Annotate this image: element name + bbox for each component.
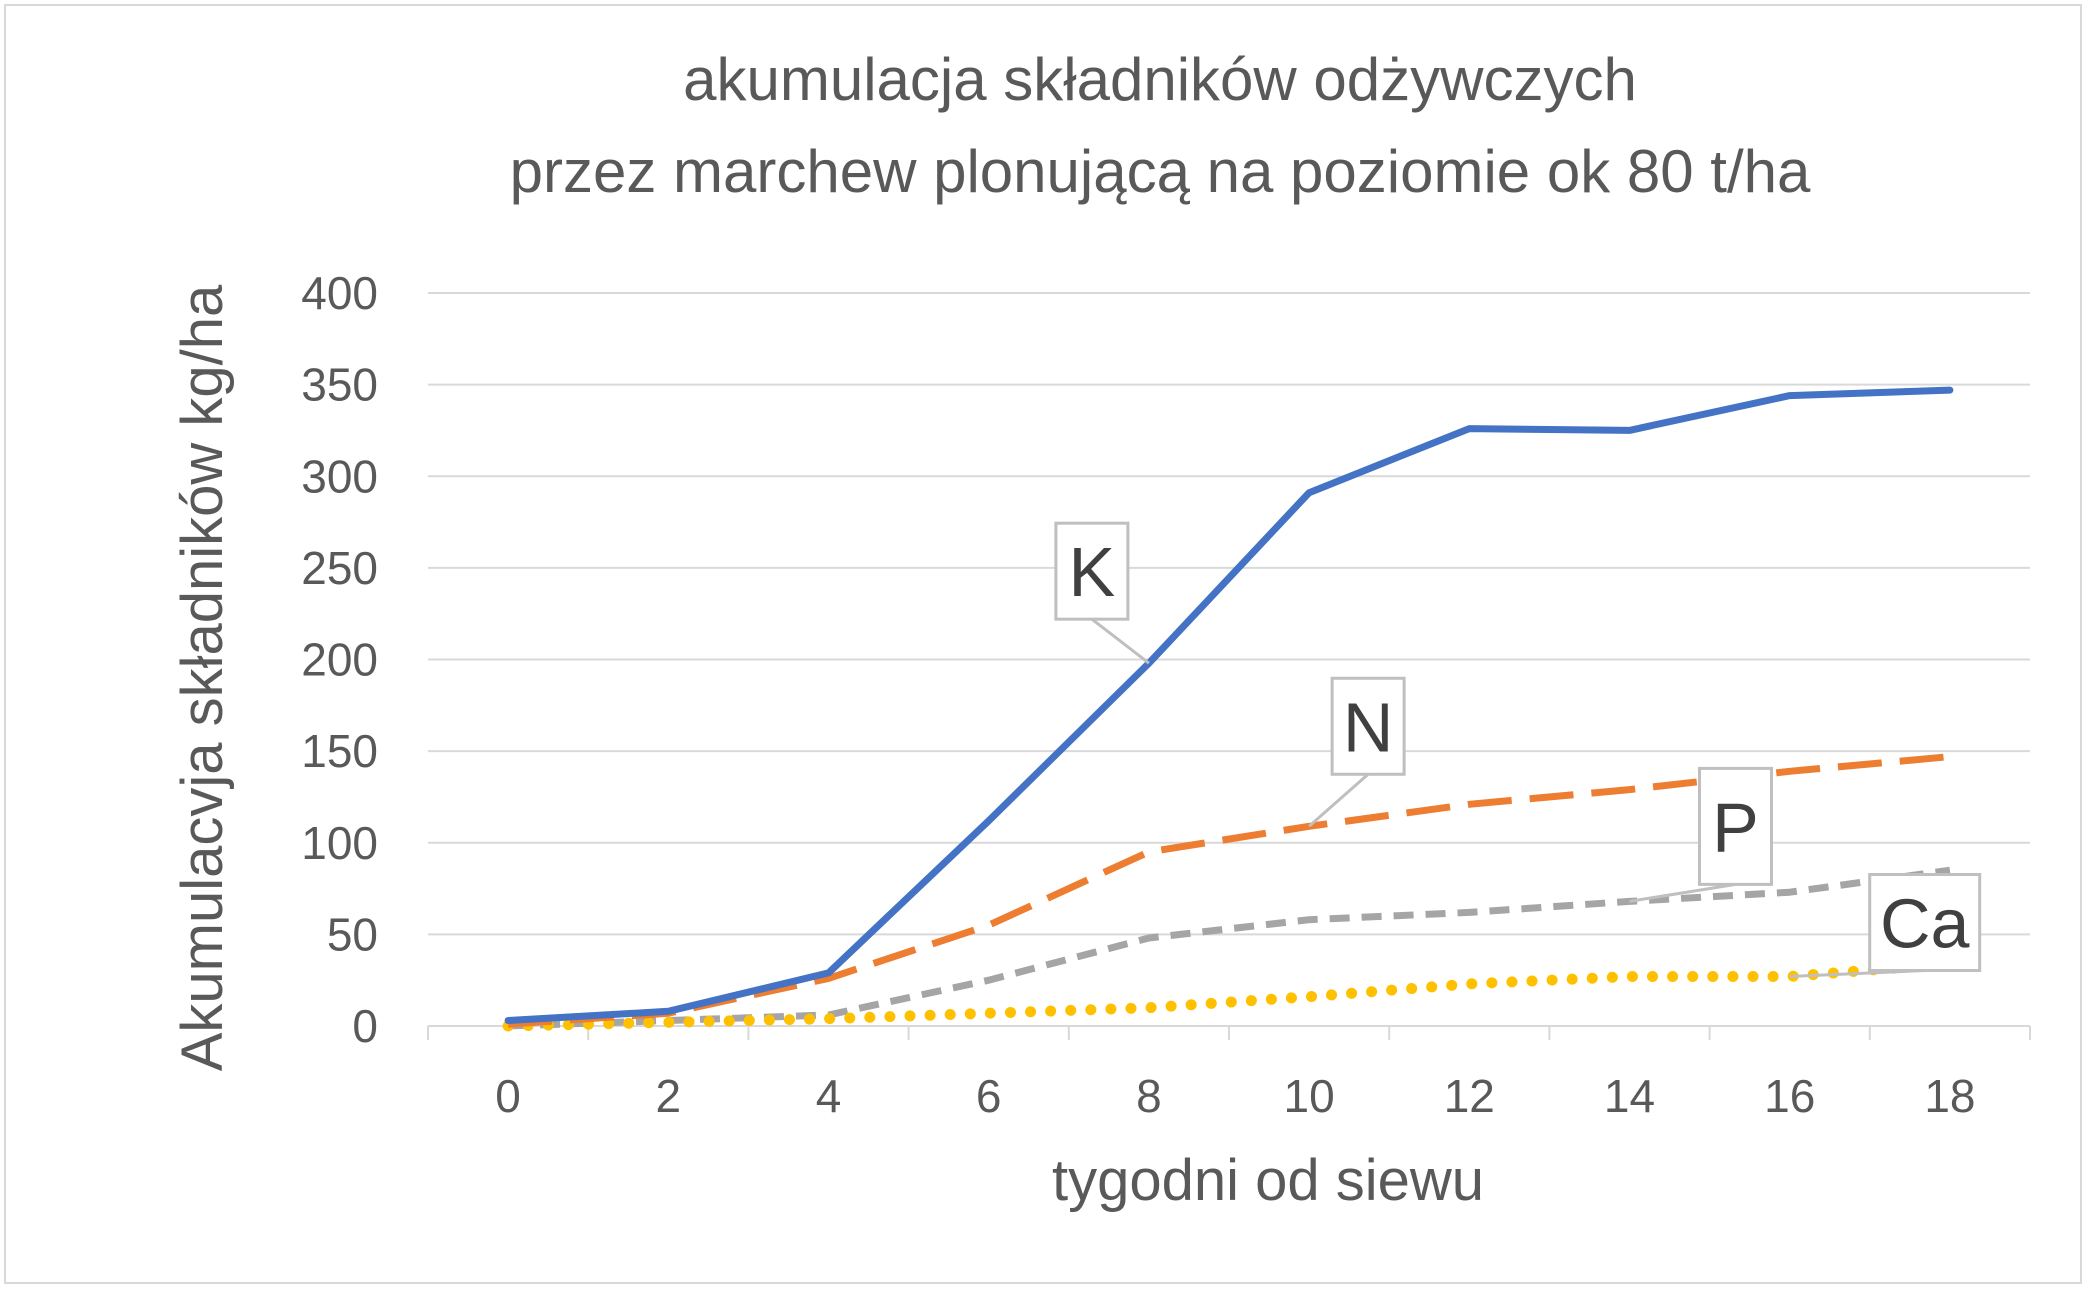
x-tick-label: 0 (495, 1070, 521, 1122)
callout-box (1698, 766, 1773, 886)
x-tick-label: 10 (1284, 1070, 1335, 1122)
callout-box (1330, 676, 1406, 776)
y-tick-label: 250 (301, 542, 378, 594)
y-tick-label: 400 (301, 267, 378, 319)
y-tick-label: 300 (301, 450, 378, 502)
callout-pointer (1090, 617, 1150, 665)
callout-pointer (1308, 773, 1370, 828)
callout-n: N (1308, 676, 1406, 828)
x-axis (427, 1025, 2031, 1040)
chart-title-line-2: przez marchew plonującą na poziomie ok 8… (510, 138, 1811, 205)
series-line-n (507, 753, 1951, 1028)
y-tick-label: 0 (352, 1000, 378, 1052)
callout-label: Ca (1880, 885, 1970, 963)
x-tick-label: 18 (1924, 1070, 1975, 1122)
callout-box (1054, 521, 1130, 621)
x-tick-label: 8 (1136, 1070, 1162, 1122)
y-axis-title: Akumulacvja składników kg/ha (170, 284, 235, 1071)
y-tick-label: 350 (301, 359, 378, 411)
series-layer (502, 386, 1956, 1032)
x-tick-label: 14 (1604, 1070, 1655, 1122)
y-tick-label: 100 (301, 817, 378, 869)
y-tick-label: 150 (301, 725, 378, 777)
callout-ca: Ca (1789, 873, 1982, 979)
callout-box (1868, 873, 1982, 973)
callout-label: N (1343, 688, 1394, 766)
x-tick-label: 2 (656, 1070, 682, 1122)
y-tick-labels: 0 50 100 150 200 250 300 350 400 (301, 267, 378, 1052)
callout-label: P (1712, 788, 1759, 866)
x-tick-labels: 0 2 4 6 8 10 12 14 16 18 (495, 1070, 1975, 1122)
y-tick-label: 200 (301, 634, 378, 686)
x-tick-label: 4 (816, 1070, 842, 1122)
callout-pointer (1629, 882, 1736, 903)
x-tick-label: 12 (1444, 1070, 1495, 1122)
series-line-k (504, 386, 1954, 1024)
chart-frame (4, 4, 2082, 1284)
chart-title-line-1: akumulacja składników odżywczych (683, 46, 1637, 113)
x-axis-title: tygodni od siewu (1052, 1148, 1484, 1213)
x-tick-label: 6 (976, 1070, 1002, 1122)
callout-layer: K N P Ca (1054, 521, 1982, 979)
series-line-ca (502, 958, 1956, 1032)
callout-k: K (1054, 521, 1150, 665)
callout-label: K (1069, 533, 1116, 611)
callout-p: P (1629, 766, 1773, 903)
x-tick-label: 16 (1764, 1070, 1815, 1122)
y-tick-label: 50 (327, 908, 378, 960)
